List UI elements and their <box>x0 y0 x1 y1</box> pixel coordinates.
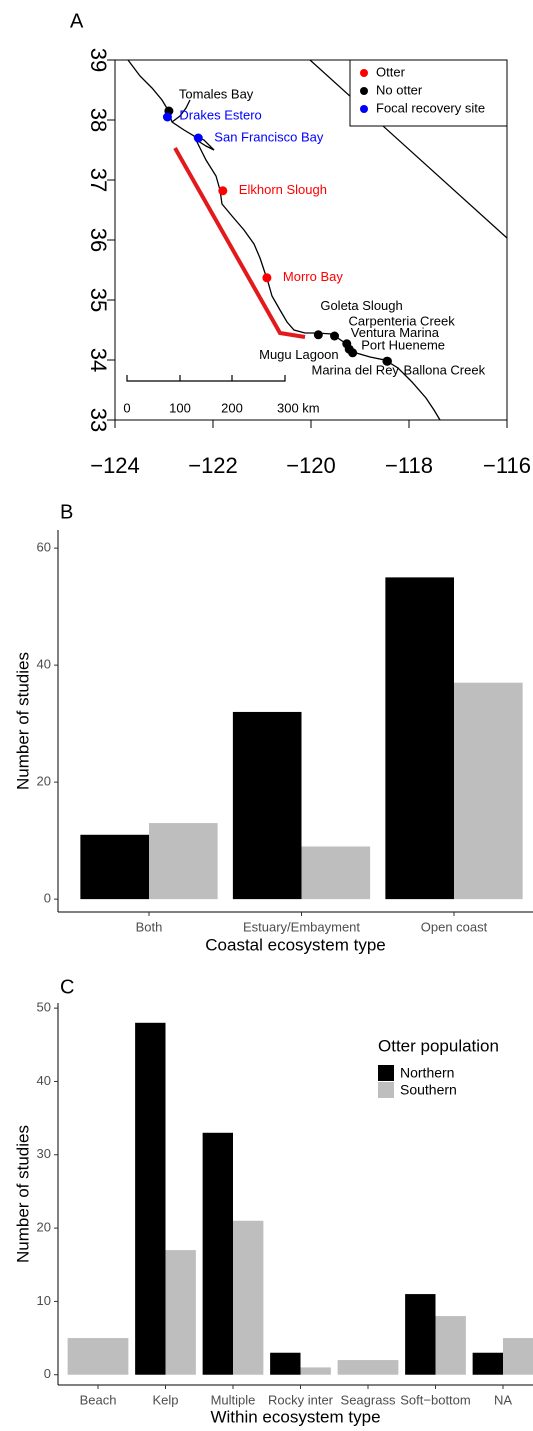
site-point <box>218 186 228 196</box>
x-tick-label: −124 <box>90 453 140 478</box>
bar <box>472 1352 503 1375</box>
bar <box>149 823 218 900</box>
y-tick-label: 0 <box>44 891 51 906</box>
bar <box>202 1132 233 1375</box>
y-tick-label: 60 <box>37 540 51 555</box>
scale-bar-label: 100 <box>169 400 191 415</box>
bar <box>435 1316 466 1375</box>
site-label: Marina del Rey <box>312 363 400 378</box>
x-tick-label: Seagrass <box>341 1392 396 1407</box>
y-tick-label: 36 <box>86 228 111 252</box>
x-tick-label: Soft−bottom <box>400 1392 470 1407</box>
state-border <box>309 59 508 239</box>
y-tick-label: 40 <box>37 1073 51 1088</box>
scale-bar-label: 0 <box>123 400 130 415</box>
legend-marker <box>360 69 368 77</box>
x-tick-label: Estuary/Embayment <box>243 919 360 934</box>
site-point <box>344 344 354 354</box>
y-tick-label: 30 <box>37 1146 51 1161</box>
bar <box>405 1294 436 1375</box>
x-tick-label: −118 <box>385 453 433 478</box>
bar <box>300 1367 331 1375</box>
bar <box>503 1338 533 1375</box>
x-tick-label: Kelp <box>152 1392 178 1407</box>
legend-swatch <box>378 1065 394 1081</box>
site-label: Mugu Lagoon <box>259 347 339 362</box>
bar <box>80 834 149 900</box>
legend-title: Otter population <box>378 1036 499 1055</box>
y-axis-title: Number of studies <box>13 652 32 790</box>
bar <box>232 711 302 900</box>
x-tick-label: Rocky inter <box>268 1392 334 1407</box>
legend-label: No otter <box>376 82 423 97</box>
scale-bar-label: 200 <box>221 400 243 415</box>
bar <box>165 1250 196 1375</box>
bar <box>337 1360 399 1375</box>
x-tick-label: Beach <box>80 1392 117 1407</box>
site-label: Ballona Creek <box>403 363 485 378</box>
map-legend-box <box>349 59 508 127</box>
site-point <box>382 356 392 366</box>
site-label: Goleta Slough <box>320 298 402 313</box>
legend-label: Otter <box>376 64 406 79</box>
panel-label: B <box>60 501 73 523</box>
site-point <box>193 133 203 143</box>
y-tick-label: 40 <box>37 657 51 672</box>
bar <box>270 1352 301 1375</box>
site-point <box>313 330 323 340</box>
site-point <box>162 112 172 122</box>
y-tick-label: 38 <box>86 108 111 132</box>
x-tick-label: −116 <box>483 453 531 478</box>
legend-swatch <box>378 1082 394 1098</box>
site-label: Elkhorn Slough <box>239 182 327 197</box>
site-label: Carpenteria Creek <box>349 313 456 328</box>
legend-label: Southern <box>400 1082 457 1098</box>
x-axis-title: Within ecosystem type <box>210 1407 380 1426</box>
legend-label: Focal recovery site <box>376 100 485 115</box>
y-tick-label: 39 <box>86 48 111 72</box>
bar <box>135 1022 166 1375</box>
y-tick-label: 20 <box>37 1220 51 1235</box>
bar <box>454 682 523 900</box>
scale-bar-label: 300 km <box>277 400 320 415</box>
bar <box>67 1338 129 1375</box>
y-tick-label: 35 <box>86 288 111 312</box>
x-tick-label: Multiple <box>211 1392 256 1407</box>
site-label: Drakes Estero <box>179 107 261 122</box>
y-tick-label: 33 <box>86 408 111 432</box>
y-tick-label: 20 <box>37 774 51 789</box>
bar <box>301 846 371 900</box>
y-tick-label: 37 <box>86 168 111 192</box>
x-axis-title: Coastal ecosystem type <box>205 935 385 954</box>
y-tick-label: 10 <box>37 1293 51 1308</box>
panel-label: A <box>70 10 84 32</box>
x-tick-label: −120 <box>286 453 336 478</box>
site-label: San Francisco Bay <box>214 129 324 144</box>
coastline <box>127 59 441 421</box>
site-label: Port Hueneme <box>361 338 445 353</box>
bar <box>233 1220 264 1375</box>
site-label: Ventura Marina <box>351 325 440 340</box>
site-point <box>330 331 340 341</box>
x-tick-label: −122 <box>188 453 238 478</box>
x-tick-label: Open coast <box>421 919 488 934</box>
legend-marker <box>360 105 368 113</box>
x-tick-label: Both <box>136 919 163 934</box>
x-tick-label: NA <box>494 1392 512 1407</box>
legend-label: Northern <box>400 1065 454 1081</box>
y-tick-label: 50 <box>37 1000 51 1015</box>
panel-label: C <box>60 976 74 998</box>
site-point <box>262 273 272 283</box>
y-tick-label: 34 <box>86 348 111 372</box>
y-axis-title: Number of studies <box>13 1125 32 1263</box>
y-tick-label: 0 <box>44 1366 51 1381</box>
bar <box>385 577 454 900</box>
scale-bar <box>126 375 286 382</box>
site-label: Tomales Bay <box>179 86 254 101</box>
legend-marker <box>360 87 368 95</box>
otter-range-line <box>173 147 306 339</box>
site-label: Morro Bay <box>283 269 343 284</box>
